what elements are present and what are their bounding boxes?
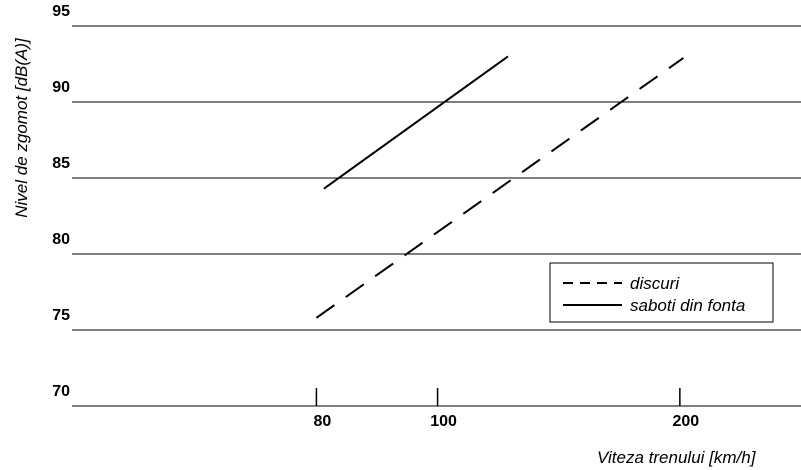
- line: [315, 57, 685, 319]
- x-tick-label: 200: [673, 413, 700, 430]
- y-tick-label: 80: [52, 231, 70, 248]
- y-tick-label: 75: [52, 307, 70, 324]
- x-axis-title: Viteza trenului [km/h]: [597, 448, 757, 467]
- x-tick-label: 80: [314, 413, 332, 430]
- x-tick-label: 100: [430, 413, 457, 430]
- legend-label: discuri: [630, 274, 680, 293]
- line: [323, 55, 509, 190]
- y-tick-label: 70: [52, 383, 70, 400]
- y-tick-label: 85: [52, 155, 70, 172]
- y-tick-label: 90: [52, 79, 70, 96]
- y-axis-title: Nivel de zgomot [dB(A)]: [12, 37, 31, 218]
- legend-box: [549, 262, 774, 323]
- y-tick-label: 95: [52, 3, 70, 20]
- legend-label: saboti din fonta: [630, 296, 745, 315]
